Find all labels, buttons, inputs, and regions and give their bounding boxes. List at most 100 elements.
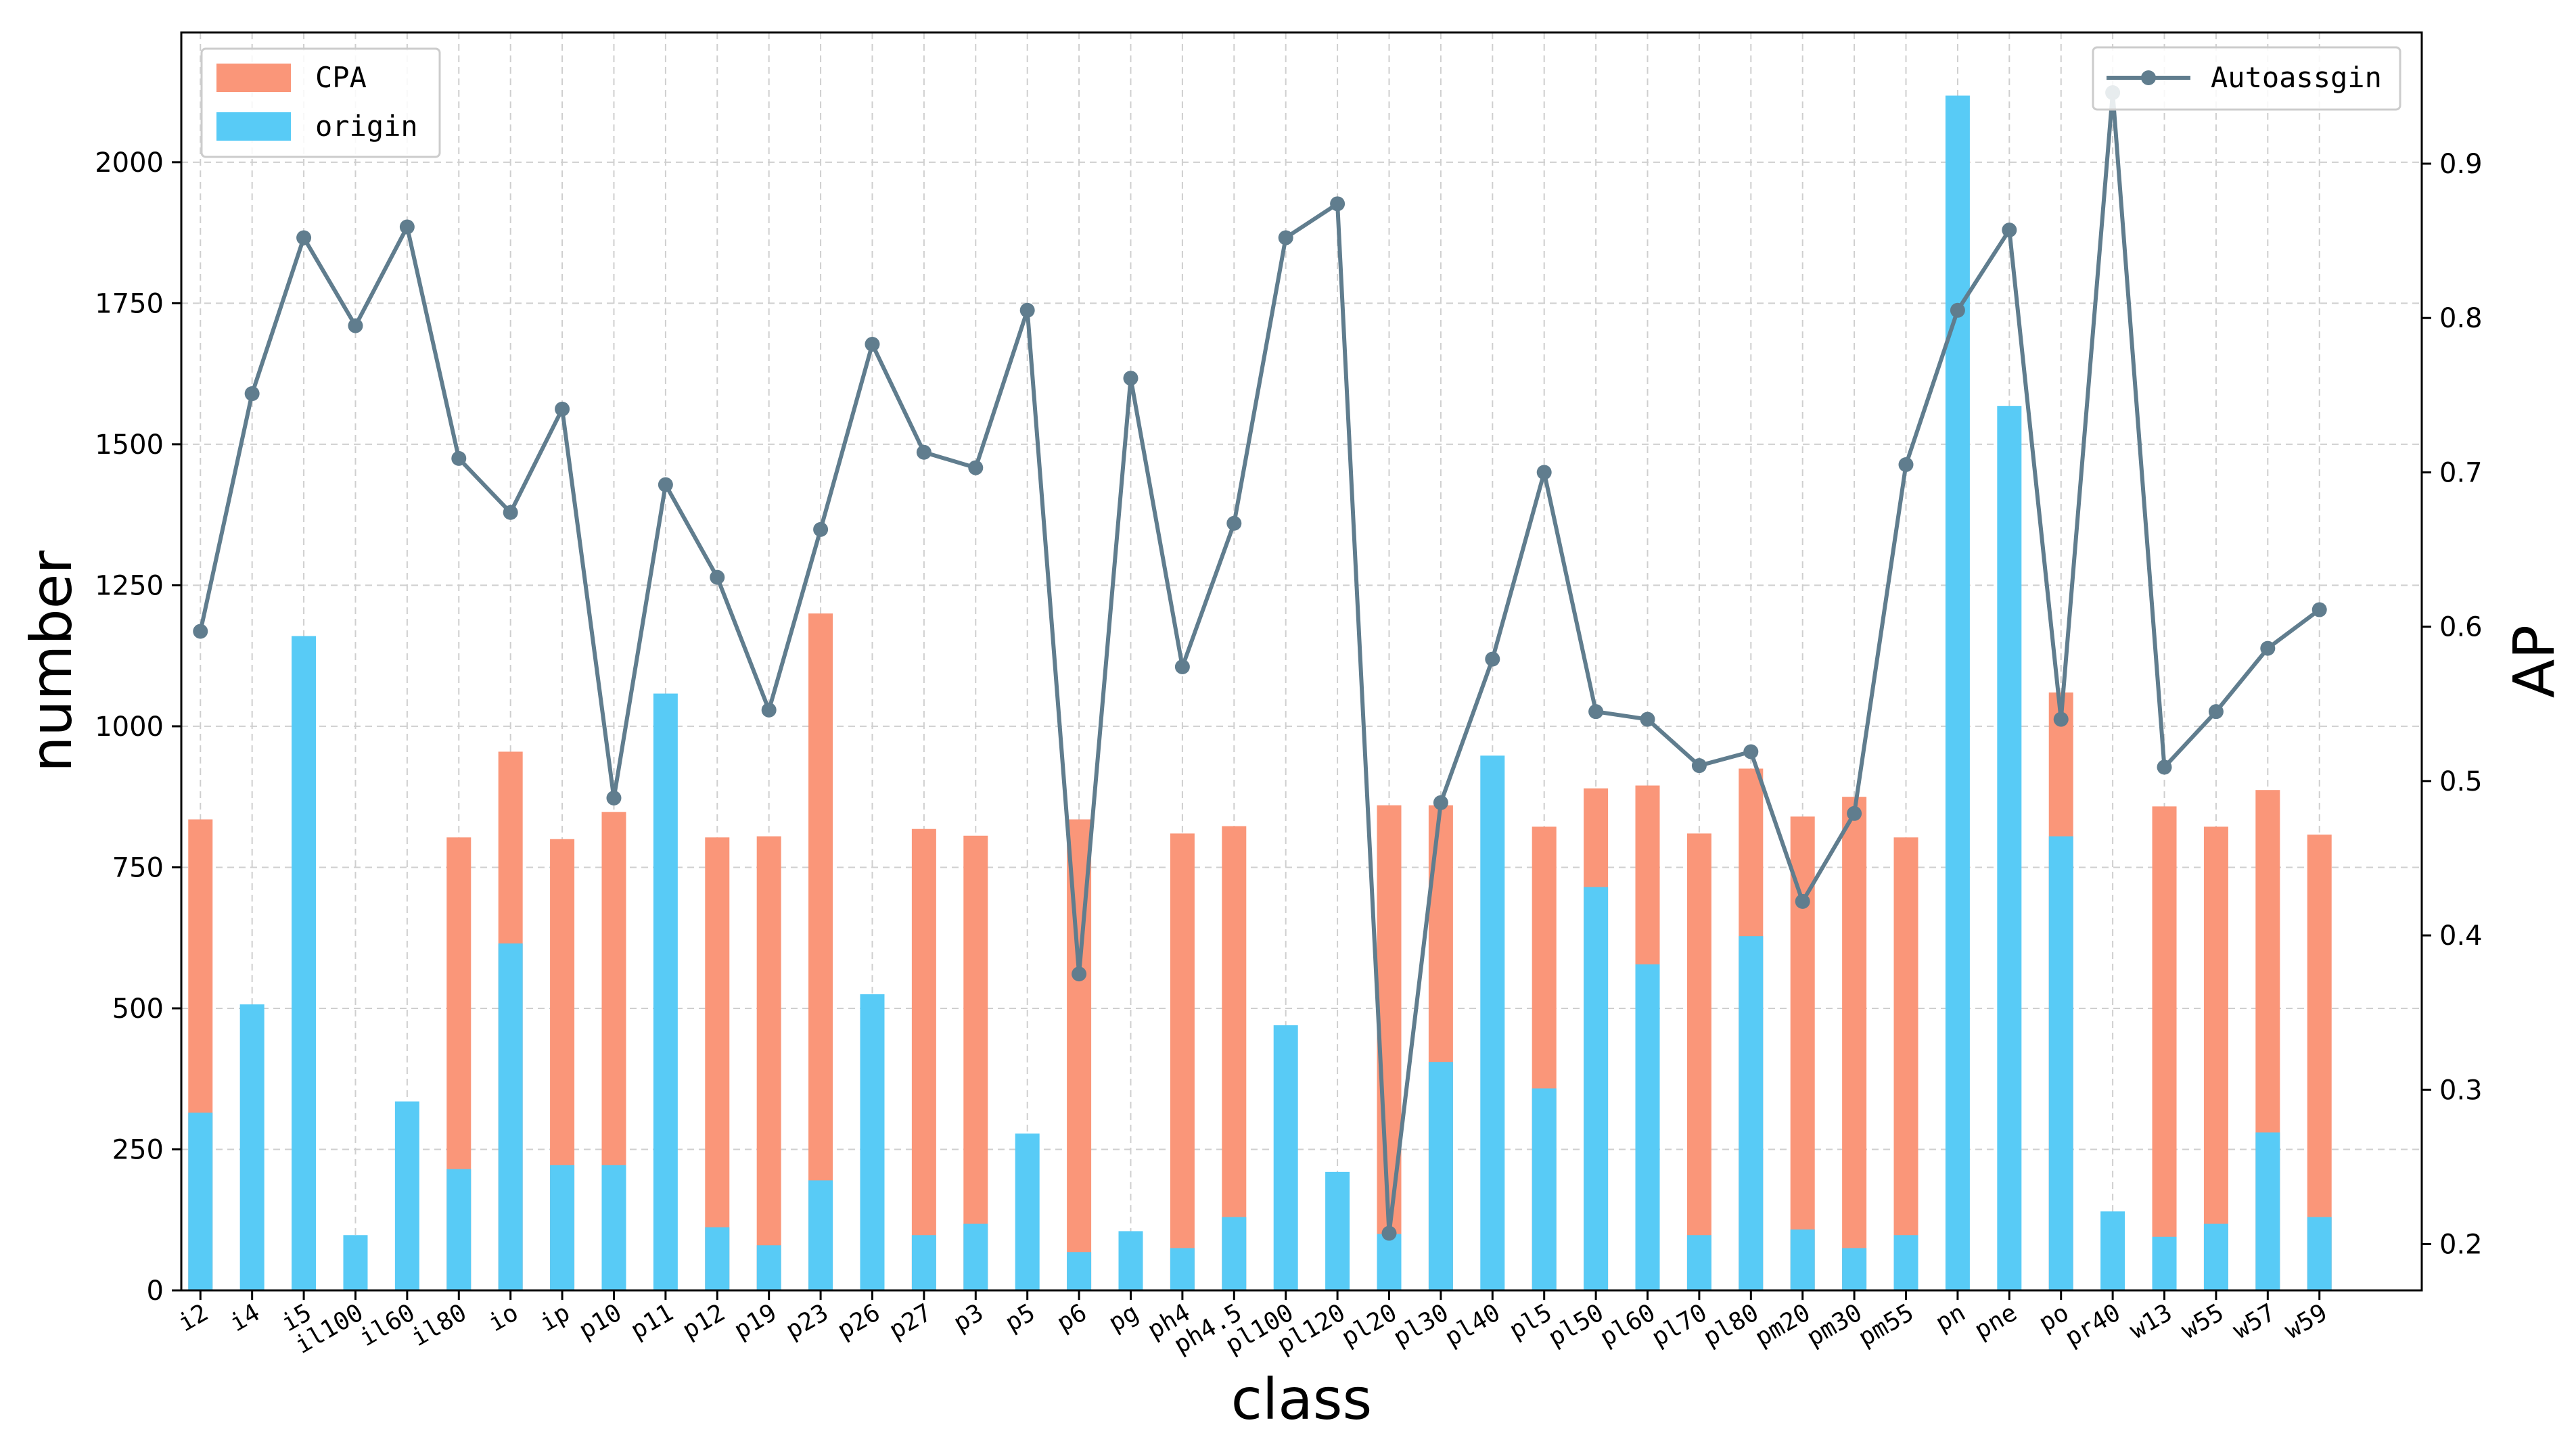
- bar-origin: [550, 1165, 575, 1290]
- x-tick-label: pg: [1104, 1299, 1143, 1337]
- autoassgin-point: [296, 230, 312, 245]
- autoassgin-point: [1485, 651, 1500, 667]
- autoassgin-point: [193, 624, 208, 639]
- y-axis-title: number: [18, 551, 85, 772]
- bar-origin: [1118, 1231, 1143, 1290]
- legend-origin-swatch: [216, 112, 291, 141]
- y2-tick-label: 0.4: [2439, 920, 2483, 952]
- bar-cpa: [2307, 835, 2332, 1290]
- bar-cpa: [1170, 833, 1195, 1290]
- y2-tick-label: 0.7: [2439, 457, 2483, 488]
- autoassgin-point: [916, 444, 932, 460]
- x-tick-label: pl40: [1440, 1299, 1505, 1352]
- legend-bars: CPA origin: [200, 47, 441, 158]
- x-tick-label: p23: [781, 1299, 833, 1344]
- bar-cpa: [808, 613, 833, 1290]
- bar-cpa: [705, 837, 730, 1290]
- x-tick-label: p12: [678, 1299, 730, 1344]
- autoassgin-point: [1536, 465, 1552, 480]
- x-tick-label: p19: [729, 1299, 781, 1344]
- y2-tick-label: 0.8: [2439, 303, 2483, 334]
- autoassgin-point: [1691, 758, 1707, 774]
- autoassgin-point: [1226, 515, 1242, 531]
- bar-origin: [292, 636, 317, 1290]
- autoassgin-point: [1019, 302, 1035, 318]
- x-tick-label: pr40: [2061, 1299, 2125, 1352]
- x-tick-label: io: [484, 1299, 523, 1337]
- x-tick-label: pn: [1931, 1299, 1970, 1337]
- autoassgin-point: [865, 337, 880, 352]
- x-tick-label: p10: [574, 1299, 626, 1344]
- autoassgin-point: [968, 460, 984, 475]
- legend-cpa-swatch: [216, 64, 291, 92]
- y2-tick-label: 0.3: [2439, 1075, 2483, 1106]
- y2-axis-title: AP: [2501, 625, 2567, 698]
- x-tick-label: ip: [536, 1299, 575, 1337]
- bar-origin: [1842, 1248, 1867, 1290]
- x-tick-label: pne: [1970, 1299, 2022, 1344]
- bar-origin: [1532, 1088, 1557, 1290]
- bar-origin: [1997, 406, 2022, 1291]
- bar-origin: [343, 1235, 368, 1290]
- plot-frame: [180, 31, 2423, 1292]
- autoassgin-point: [2157, 759, 2172, 775]
- bar-origin: [2100, 1211, 2125, 1290]
- bar-origin: [1635, 964, 1660, 1290]
- legend-cpa-label: CPA: [315, 61, 367, 94]
- bar-origin: [1480, 755, 1505, 1290]
- bar-cpa: [2152, 806, 2177, 1290]
- bar-cpa: [1222, 826, 1247, 1290]
- bar-origin: [446, 1169, 472, 1290]
- legend-line: Autoassgin: [2092, 46, 2401, 111]
- x-tick-label: p6: [1053, 1299, 1092, 1337]
- bars-layer: [188, 95, 2332, 1291]
- autoassgin-point: [1174, 659, 1190, 674]
- bar-origin: [1273, 1025, 1298, 1290]
- autoassgin-point: [1847, 805, 1862, 821]
- autoassgin-point: [606, 790, 622, 805]
- y-tick-label: 1750: [95, 288, 164, 319]
- x-tick-label: p26: [833, 1299, 885, 1344]
- bar-origin: [1584, 887, 1609, 1290]
- legend-origin-label: origin: [315, 110, 418, 143]
- bar-origin: [1325, 1171, 1350, 1290]
- x-tick-label: p27: [885, 1299, 937, 1344]
- y-tick-label: 0: [147, 1276, 164, 1307]
- autoassgin-point: [1950, 302, 1965, 318]
- bar-origin: [1739, 936, 1764, 1290]
- bar-origin: [1222, 1217, 1247, 1290]
- bar-origin: [1790, 1229, 1815, 1290]
- x-tick-label: w13: [2125, 1299, 2177, 1344]
- bar-origin: [394, 1101, 419, 1290]
- autoassgin-point: [1588, 704, 1604, 720]
- autoassgin-line: [198, 91, 2321, 1236]
- autoassgin-point: [710, 569, 725, 585]
- autoassgin-point: [399, 219, 415, 235]
- autoassgin-point: [1381, 1225, 1397, 1241]
- autoassgin-point: [1640, 711, 1655, 727]
- bar-origin: [1015, 1133, 1040, 1290]
- bar-origin: [1686, 1235, 1711, 1290]
- x-tick-label: w59: [2280, 1299, 2332, 1344]
- bar-cpa: [1686, 833, 1711, 1290]
- autoassgin-point: [2208, 704, 2224, 720]
- autoassgin-point: [451, 450, 467, 466]
- legend-line-box: [2092, 46, 2401, 111]
- bar-origin: [498, 943, 523, 1290]
- bar-cpa: [1842, 797, 1867, 1290]
- bar-cpa: [963, 835, 988, 1290]
- autoassgin-point: [761, 702, 777, 718]
- autoassgin-point: [2312, 602, 2327, 617]
- y-tick-label: 750: [112, 852, 164, 883]
- line-layer: [193, 85, 2327, 1241]
- x-tick-label: i4: [225, 1299, 264, 1337]
- autoassgin-point: [555, 401, 570, 417]
- bar-cpa: [2203, 826, 2228, 1290]
- y-tick-label: 250: [112, 1134, 164, 1165]
- bar-origin: [911, 1235, 936, 1290]
- x-tick-label: pm55: [1854, 1299, 1918, 1352]
- y-tick-label: 2000: [95, 147, 164, 179]
- y-tick-label: 500: [112, 993, 164, 1025]
